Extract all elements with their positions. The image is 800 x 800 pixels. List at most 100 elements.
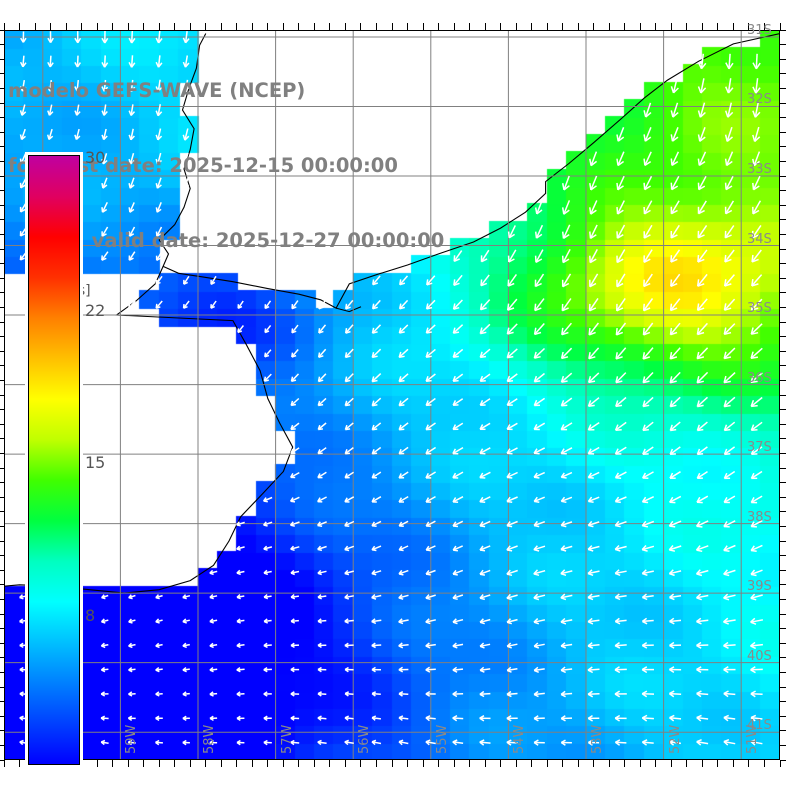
longitude-label-58W: 58W	[202, 724, 217, 754]
axis-tick	[298, 23, 300, 30]
axis-tick	[780, 511, 786, 513]
axis-tick	[127, 23, 129, 30]
axis-tick	[112, 23, 114, 30]
axis-tick	[686, 23, 688, 30]
axis-tick	[780, 248, 786, 250]
axis-tick	[0, 613, 4, 615]
axis-tick	[0, 686, 4, 688]
longitude-label-57W: 57W	[279, 724, 295, 754]
axis-tick	[0, 219, 4, 221]
axis-tick	[158, 760, 160, 767]
axis-tick	[0, 671, 4, 673]
axis-tick	[96, 23, 98, 30]
axis-tick	[780, 671, 786, 673]
axis-tick	[143, 760, 145, 767]
axis-tick	[0, 438, 4, 440]
axis-tick	[0, 452, 4, 454]
axis-tick	[329, 760, 331, 767]
axis-tick	[780, 730, 786, 732]
axis-tick	[3, 23, 5, 30]
axis-tick	[174, 23, 176, 30]
axis-tick	[205, 760, 207, 767]
axis-tick	[639, 23, 641, 30]
axis-tick	[19, 760, 21, 767]
axis-tick	[780, 44, 786, 46]
axis-tick	[313, 760, 315, 767]
axis-tick	[282, 760, 284, 767]
latitude-label-38S: 38S	[747, 509, 772, 525]
axis-tick	[562, 23, 564, 30]
axis-tick	[0, 277, 4, 279]
axis-tick	[500, 760, 502, 767]
axis-tick	[780, 204, 786, 206]
axis-tick	[562, 760, 564, 767]
axis-tick	[19, 23, 21, 30]
axis-tick	[127, 760, 129, 767]
axis-tick	[391, 23, 393, 30]
axis-tick	[780, 613, 786, 615]
axis-tick	[780, 365, 786, 367]
axis-tick	[0, 321, 4, 323]
axis-tick	[780, 628, 786, 630]
axis-tick	[360, 760, 362, 767]
axis-tick	[780, 452, 786, 454]
axis-tick	[0, 87, 4, 89]
axis-tick	[251, 23, 253, 30]
axis-tick	[655, 760, 657, 767]
axis-tick	[375, 760, 377, 767]
axis-tick	[763, 23, 765, 30]
axis-tick	[0, 306, 4, 308]
axis-tick	[469, 23, 471, 30]
axis-tick	[531, 760, 533, 767]
axis-tick	[531, 23, 533, 30]
axis-tick	[0, 379, 4, 381]
axis-tick	[780, 117, 786, 119]
longitude-label-52W: 52W	[667, 724, 683, 754]
longitude-label-53W: 53W	[590, 724, 605, 754]
longitude-label-55W: 55W	[434, 724, 450, 754]
axis-tick	[717, 23, 719, 30]
axis-tick	[0, 73, 4, 75]
axis-tick	[0, 117, 4, 119]
latitude-label-39S: 39S	[747, 579, 772, 595]
axis-tick	[0, 292, 4, 294]
axis-tick	[112, 760, 114, 767]
axis-tick	[780, 175, 786, 177]
axis-tick	[96, 760, 98, 767]
axis-tick	[360, 23, 362, 30]
axis-tick	[0, 525, 4, 527]
axis-tick	[780, 350, 786, 352]
axis-tick	[34, 23, 36, 30]
axis-tick	[748, 760, 750, 767]
longitude-label-54W: 54W	[512, 724, 528, 754]
axis-tick	[0, 350, 4, 352]
axis-tick	[0, 555, 4, 557]
axis-tick	[0, 160, 4, 162]
map-plot-area[interactable]	[4, 30, 780, 760]
longitude-label-51W: 51W	[745, 724, 761, 754]
axis-tick	[484, 23, 486, 30]
axis-tick	[205, 23, 207, 30]
axis-tick	[780, 58, 786, 60]
axis-tick	[0, 409, 4, 411]
axis-tick	[0, 584, 4, 586]
axis-tick	[500, 23, 502, 30]
axis-tick	[236, 760, 238, 767]
axis-tick	[780, 379, 786, 381]
axis-tick	[593, 23, 595, 30]
axis-tick	[593, 760, 595, 767]
axis-tick	[780, 642, 786, 644]
axis-tick	[780, 409, 786, 411]
axis-tick	[624, 760, 626, 767]
latitude-label-40S: 40S	[747, 648, 772, 664]
axis-tick	[236, 23, 238, 30]
axis-tick	[189, 760, 191, 767]
axis-tick	[608, 23, 610, 30]
axis-tick	[780, 569, 786, 571]
axis-tick	[0, 569, 4, 571]
axis-tick	[639, 760, 641, 767]
axis-tick	[780, 715, 786, 717]
latitude-label-35S: 35S	[747, 301, 772, 317]
longitude-label-56W: 56W	[357, 724, 373, 754]
axis-tick	[780, 744, 786, 746]
